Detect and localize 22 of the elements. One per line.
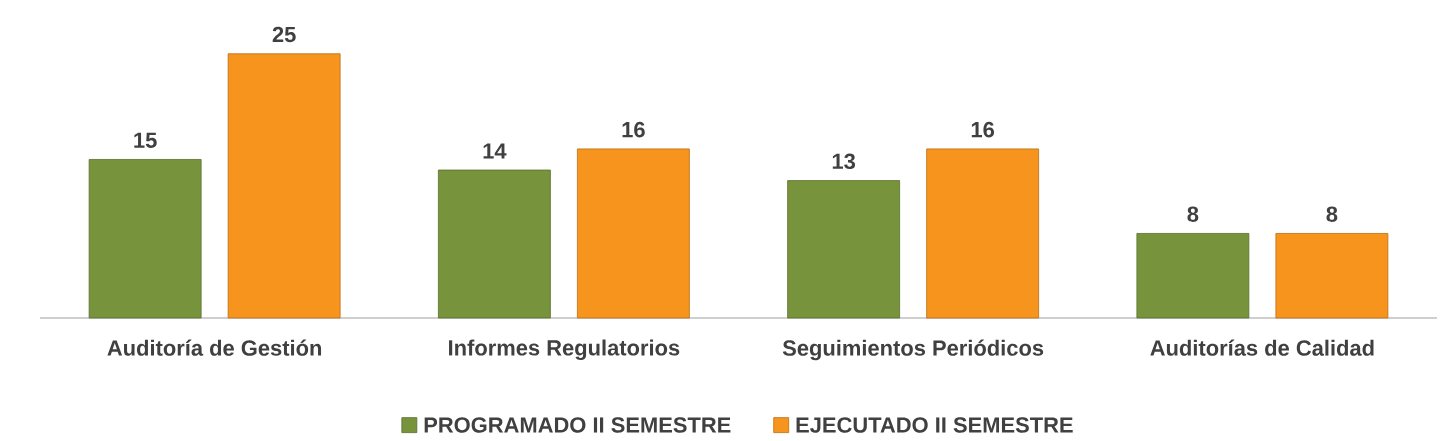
x-tick-label: Auditoría de Gestión [107, 339, 322, 356]
data-label: 8 [1326, 206, 1338, 222]
legend-label: PROGRAMADO II SEMESTRE [424, 417, 731, 433]
bar [227, 53, 341, 319]
bar [437, 169, 551, 319]
bar [1136, 233, 1250, 319]
bar [1275, 233, 1389, 319]
legend-label: EJECUTADO II SEMESTRE [796, 417, 1073, 433]
data-label: 13 [832, 153, 856, 170]
data-label: 16 [971, 121, 995, 138]
x-tick-label: Auditorías de Calidad [1150, 339, 1374, 356]
x-tick-label: Seguimientos Periódicos [782, 339, 1044, 361]
bar [88, 159, 202, 319]
data-label: 16 [622, 121, 645, 138]
data-label: 25 [272, 26, 296, 43]
bar [576, 148, 690, 319]
data-label: 15 [134, 132, 157, 148]
data-label: 8 [1187, 206, 1199, 222]
bar [787, 180, 901, 319]
data-label: 14 [483, 143, 507, 159]
x-tick-label: Informes Regulatorios [449, 339, 680, 361]
bar [926, 148, 1040, 319]
